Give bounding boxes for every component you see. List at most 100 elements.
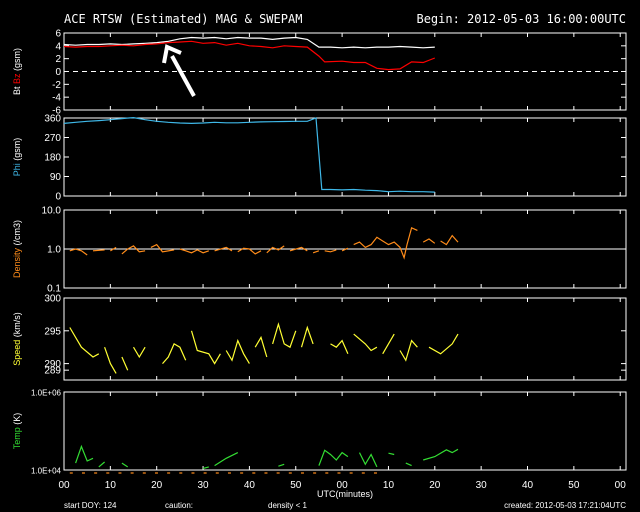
x-axis-label: UTC(minutes) xyxy=(317,489,373,499)
series-line-temp xyxy=(214,452,239,467)
chart-title: ACE RTSW (Estimated) MAG & SWEPAM xyxy=(64,12,302,26)
y-axis-label-part: (gsm) xyxy=(12,48,22,74)
y-axis-label-part: (km/s) xyxy=(12,312,22,340)
y-axis-label-part: (K) xyxy=(12,413,22,428)
y-tick-label-density: 0.1 xyxy=(47,284,61,295)
series-line-density xyxy=(341,247,349,252)
y-axis-label-part: (/cm3) xyxy=(12,220,22,248)
y-tick-label-mag: -2 xyxy=(52,80,61,91)
series-line-temp xyxy=(423,448,459,461)
annotation-arrow xyxy=(162,44,196,97)
series-line-speed xyxy=(272,322,297,349)
series-line-temp xyxy=(388,452,395,456)
y-tick-label-phi: 270 xyxy=(44,133,61,144)
panel-frame-speed xyxy=(63,297,627,381)
y-tick-label-mag: 6 xyxy=(55,29,61,40)
x-tick-label: 00 xyxy=(337,480,349,491)
y-tick-label-phi: 0 xyxy=(55,192,61,203)
series-line-speed xyxy=(162,343,187,364)
series-line-temp xyxy=(358,452,378,468)
y-tick-label-phi: 360 xyxy=(44,114,61,125)
series-line-density xyxy=(422,238,436,244)
x-tick-label: 50 xyxy=(568,480,580,491)
x-tick-label: 00 xyxy=(58,480,70,491)
panel-temp: 1.0E+06 1.0E+04 Temp (K) xyxy=(12,389,627,476)
y-tick-label-mag: -6 xyxy=(52,106,61,117)
x-tick-label: 10 xyxy=(105,480,117,491)
y-axis-label-temp: Temp (K) xyxy=(12,413,22,450)
series-line-density xyxy=(92,249,105,252)
y-tick-label-mag: 4 xyxy=(55,41,61,52)
series-line-bz xyxy=(63,40,436,71)
panel-frame-phi xyxy=(63,117,627,197)
panel-density: 10.0 1.0 0.1 Density (/cm3) xyxy=(12,206,627,295)
x-tick-label: 20 xyxy=(151,480,163,491)
begin-time: Begin: 2012-05-03 16:00:00UTC xyxy=(416,12,626,26)
panel-mag: 64 2 0 -2 -4 -6 Bt Bz (gsm) xyxy=(12,29,627,117)
series-line-phi xyxy=(63,116,435,193)
density-caution-note: density < 1 xyxy=(268,501,307,510)
y-tick-label-speed: 290 xyxy=(44,359,61,370)
y-axis-label-part: Bt xyxy=(12,86,22,95)
series-line-speed xyxy=(132,346,146,359)
series-line-speed xyxy=(353,333,378,352)
y-tick-label-phi: 180 xyxy=(44,153,61,164)
caution-label: caution: xyxy=(165,501,193,510)
x-tick-label: 40 xyxy=(244,480,256,491)
series-line-density xyxy=(237,247,262,255)
y-axis-label-part: Density xyxy=(12,247,22,278)
x-tick-label: 00 xyxy=(615,480,627,491)
y-tick-label-mag: 0 xyxy=(55,67,61,78)
series-line-density xyxy=(289,246,308,252)
series-line-density xyxy=(121,245,146,255)
series-line-density xyxy=(214,246,233,252)
created-timestamp: created: 2012-05-03 17:21:04UTC xyxy=(504,501,626,510)
panel-frame-temp xyxy=(63,391,627,471)
series-line-temp xyxy=(278,463,285,467)
y-tick-label-speed: 289 xyxy=(44,366,61,377)
y-axis-label-density: Density (/cm3) xyxy=(12,220,22,278)
series-line-temp xyxy=(98,461,105,468)
y-axis-label-part: Temp xyxy=(12,427,22,449)
y-axis-label-speed: Speed (km/s) xyxy=(12,312,22,366)
series-line-speed xyxy=(121,356,129,371)
series-line-temp xyxy=(202,466,209,469)
series-line-density xyxy=(179,248,209,254)
y-axis-label-part: Bz xyxy=(12,73,22,87)
series-line-speed xyxy=(225,338,250,364)
y-tick-label-density: 10.0 xyxy=(42,206,62,217)
y-tick-label-speed: 295 xyxy=(44,326,61,337)
series-line-speed xyxy=(382,333,395,355)
series-line-speed xyxy=(254,335,268,358)
x-tick-label: 40 xyxy=(522,480,534,491)
series-line-temp xyxy=(405,462,412,467)
series-line-speed xyxy=(190,330,221,365)
y-tick-label-temp: 1.0E+06 xyxy=(31,389,62,398)
y-axis-label-part: Phi xyxy=(12,163,22,176)
y-tick-label-mag: 2 xyxy=(55,54,61,65)
x-tick-label: 30 xyxy=(476,480,488,491)
series-line-temp xyxy=(75,444,94,464)
y-tick-label-temp: 1.0E+04 xyxy=(31,467,62,476)
series-line-density xyxy=(266,245,285,254)
y-tick-label-density: 1.0 xyxy=(47,245,61,256)
y-tick-label-speed: 300 xyxy=(44,294,61,305)
y-axis-label-mag: Bt Bz (gsm) xyxy=(12,48,22,95)
panel-phi: 360 270 180 90 0 Phi (gsm) xyxy=(12,114,627,203)
start-doy: start DOY: 124 xyxy=(64,501,117,510)
y-axis-label-part: Speed xyxy=(12,340,22,366)
series-line-speed xyxy=(104,346,117,374)
series-line-speed xyxy=(300,325,314,348)
x-tick-label: 10 xyxy=(383,480,395,491)
series-line-speed xyxy=(428,333,459,355)
series-line-bt xyxy=(63,36,435,49)
series-line-density xyxy=(69,248,88,256)
series-line-speed xyxy=(330,339,349,355)
y-axis-label-part: (gsm) xyxy=(12,138,22,164)
y-axis-label-phi: Phi (gsm) xyxy=(12,138,22,177)
series-line-density xyxy=(110,246,117,252)
series-line-density xyxy=(353,226,418,260)
